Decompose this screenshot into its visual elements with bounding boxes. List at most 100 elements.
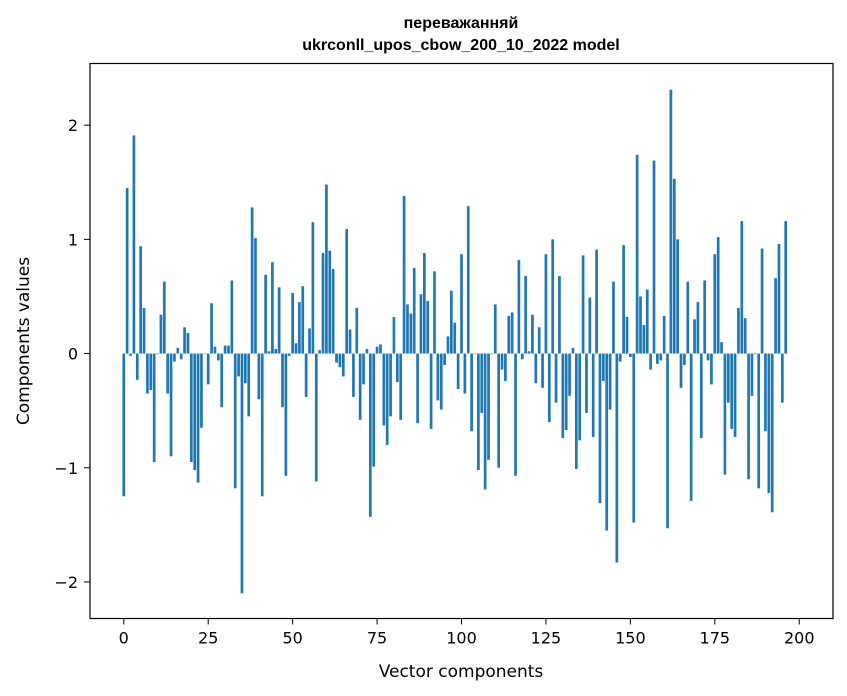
bar [156,353,159,355]
bar [264,274,267,354]
x-axis-label: Vector components [379,662,544,682]
bar [784,221,788,354]
y-tick-label: −1 [54,459,78,478]
bar [203,353,207,355]
bar [625,317,629,354]
bar [480,353,484,413]
bar [537,327,541,354]
bar [250,207,254,354]
bar [348,329,352,354]
bar [399,353,403,420]
bar [777,243,781,354]
bar-series [122,89,788,594]
bar [507,315,511,354]
bar [500,353,504,370]
bar [436,353,440,401]
bar [460,254,463,354]
bar [446,336,450,354]
bar [608,353,612,410]
bar [375,346,379,354]
bar [352,353,355,397]
bar [328,250,332,354]
bar [355,307,359,354]
bar [487,353,490,460]
bar [216,353,220,361]
bar [770,353,774,513]
bar [760,248,764,354]
bar [622,245,625,354]
bar [358,353,362,420]
bar [595,249,598,354]
bar [429,353,433,429]
bar [710,353,713,385]
bar [601,353,605,381]
bar [385,353,389,445]
bar [213,346,217,354]
bar [696,302,700,354]
bar [294,343,298,354]
y-tick-label: 2 [68,116,78,135]
bar [649,353,652,370]
bar [338,353,342,368]
bar [372,353,376,467]
bar [780,353,784,403]
x-tick-label: 150 [615,629,646,648]
y-axis-label: Components values [14,257,34,425]
bar [125,187,129,354]
bar [382,353,386,426]
chart-title-line1: переважанняй [404,15,519,32]
bar [406,304,409,354]
bar [659,353,663,361]
y-tick-label: −2 [54,573,78,592]
bar [558,275,561,354]
bar [325,184,328,354]
bar [578,353,582,441]
bar [426,301,430,354]
bar [176,347,180,354]
bar [686,281,690,354]
bar [574,353,578,469]
bar [737,307,740,354]
bar [730,353,734,429]
bar [585,353,588,413]
bar [220,353,224,408]
bar [179,353,183,360]
bar [365,348,369,354]
bar [591,353,595,437]
bar [267,351,271,354]
y-tick-label: 0 [68,345,78,364]
bar [186,333,190,354]
bar [551,239,555,354]
bar [726,353,730,403]
bar [409,313,413,354]
bar [321,253,325,354]
x-tick-label: 100 [446,629,477,648]
bar [662,315,666,354]
bar [318,350,321,354]
bar [632,353,636,523]
bar [581,255,585,354]
bar [733,353,737,437]
x-tick-label: 125 [531,629,562,648]
bar [284,353,288,476]
bar [493,304,497,354]
bar [331,269,335,354]
bar [547,353,551,423]
bar [173,353,176,362]
bar [301,286,305,354]
bar [669,89,673,354]
bar [629,353,632,357]
bar [713,254,717,354]
bar [764,353,767,432]
bar [504,353,507,381]
bar [362,353,365,385]
bar [281,353,284,408]
bar [561,353,565,439]
bar [433,271,436,354]
bar [531,314,534,354]
bar [703,280,707,354]
bar [159,314,163,354]
bar [693,319,696,354]
bar [443,353,446,365]
bar [612,281,615,354]
